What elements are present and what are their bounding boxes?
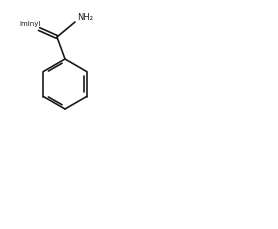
Text: iminyl: iminyl	[19, 21, 40, 27]
Text: NH₂: NH₂	[77, 13, 93, 22]
